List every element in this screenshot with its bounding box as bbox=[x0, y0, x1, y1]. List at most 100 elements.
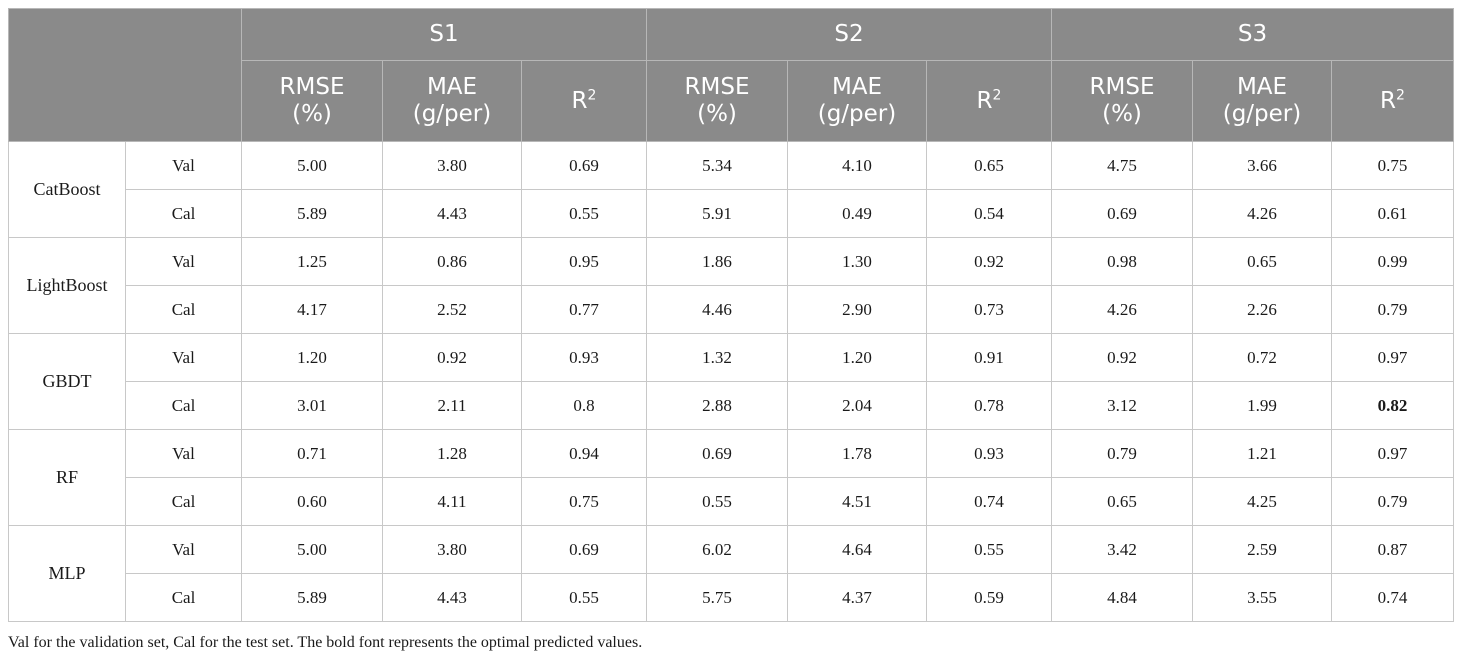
set-label-cell: Cal bbox=[125, 477, 242, 526]
table-row: Cal 3.01 2.11 0.8 2.88 2.04 0.78 3.12 1.99 0.82 bbox=[9, 381, 1454, 430]
value-cell: 1.20 bbox=[787, 333, 927, 382]
value-cell: 3.42 bbox=[1051, 525, 1193, 574]
value-cell: 1.25 bbox=[241, 237, 383, 286]
value-cell: 0.97 bbox=[1331, 429, 1454, 478]
value-cell: 4.64 bbox=[787, 525, 927, 574]
value-cell: 0.69 bbox=[521, 525, 647, 574]
value-cell: 0.92 bbox=[382, 333, 522, 382]
metric-header-row: RMSE (%) MAE (g/per) R2 RMSE (%) MAE (g/per)… bbox=[9, 60, 1454, 142]
value-cell: 0.49 bbox=[787, 189, 927, 238]
metric-header-r2: R2 bbox=[521, 60, 647, 142]
model-name-cell: CatBoost bbox=[8, 141, 126, 238]
value-cell: 1.20 bbox=[241, 333, 383, 382]
set-label-cell: Val bbox=[125, 237, 242, 286]
value-cell: 3.80 bbox=[382, 141, 522, 190]
metric-header-r2: R2 bbox=[926, 60, 1052, 142]
value-cell: 5.75 bbox=[646, 573, 788, 622]
table-row: Cal 5.89 4.43 0.55 5.75 4.37 0.59 4.84 3.55 0.74 bbox=[9, 573, 1454, 622]
value-cell: 1.99 bbox=[1192, 381, 1332, 430]
value-cell: 1.32 bbox=[646, 333, 788, 382]
value-cell: 2.04 bbox=[787, 381, 927, 430]
value-cell: 4.75 bbox=[1051, 141, 1193, 190]
value-cell: 3.55 bbox=[1192, 573, 1332, 622]
value-cell: 0.65 bbox=[1051, 477, 1193, 526]
value-cell: 3.12 bbox=[1051, 381, 1193, 430]
value-cell: 5.34 bbox=[646, 141, 788, 190]
value-cell: 5.00 bbox=[241, 141, 383, 190]
value-cell: 0.55 bbox=[521, 189, 647, 238]
value-cell: 0.95 bbox=[521, 237, 647, 286]
value-cell: 1.30 bbox=[787, 237, 927, 286]
set-label-cell: Val bbox=[125, 141, 242, 190]
value-cell: 0.98 bbox=[1051, 237, 1193, 286]
value-cell: 0.79 bbox=[1331, 477, 1454, 526]
value-cell: 2.26 bbox=[1192, 285, 1332, 334]
value-cell: 3.01 bbox=[241, 381, 383, 430]
value-cell: 4.51 bbox=[787, 477, 927, 526]
value-cell: 2.88 bbox=[646, 381, 788, 430]
value-cell: 0.97 bbox=[1331, 333, 1454, 382]
value-cell: 3.66 bbox=[1192, 141, 1332, 190]
group-header-s3: S3 bbox=[1051, 8, 1454, 61]
value-cell: 0.78 bbox=[926, 381, 1052, 430]
table-row: CatBoost Val 5.00 3.80 0.69 5.34 4.10 0.65 4.75 3… bbox=[8, 141, 1454, 238]
value-cell: 0.86 bbox=[382, 237, 522, 286]
value-cell: 0.55 bbox=[521, 573, 647, 622]
value-cell: 4.17 bbox=[241, 285, 383, 334]
value-cell: 0.73 bbox=[926, 285, 1052, 334]
value-cell: 5.89 bbox=[241, 189, 383, 238]
value-cell: 0.8 bbox=[521, 381, 647, 430]
value-cell: 0.59 bbox=[926, 573, 1052, 622]
value-cell: 2.52 bbox=[382, 285, 522, 334]
value-cell: 5.91 bbox=[646, 189, 788, 238]
set-label-cell: Cal bbox=[125, 285, 242, 334]
value-cell: 0.55 bbox=[926, 525, 1052, 574]
value-cell: 3.80 bbox=[382, 525, 522, 574]
value-cell: 0.54 bbox=[926, 189, 1052, 238]
model-name-cell: MLP bbox=[8, 525, 126, 622]
value-cell: 6.02 bbox=[646, 525, 788, 574]
set-label-cell: Cal bbox=[125, 189, 242, 238]
value-cell: 0.65 bbox=[926, 141, 1052, 190]
value-cell: 4.43 bbox=[382, 189, 522, 238]
value-cell: 0.60 bbox=[241, 477, 383, 526]
set-label-cell: Cal bbox=[125, 573, 242, 622]
value-cell: 4.43 bbox=[382, 573, 522, 622]
value-cell: 0.69 bbox=[1051, 189, 1193, 238]
table-header: S1 S2 S3 RMSE (%) MAE (g/per) R2 RMSE (%) M… bbox=[8, 8, 1454, 142]
group-header-s1: S1 bbox=[241, 8, 647, 61]
metric-header-rmse: RMSE (%) bbox=[646, 60, 788, 142]
value-cell: 0.75 bbox=[521, 477, 647, 526]
table-row: GBDT Val 1.20 0.92 0.93 1.32 1.20 0.91 0.92 0.72 0… bbox=[8, 333, 1454, 430]
value-cell: 0.82 bbox=[1331, 381, 1454, 430]
set-label-cell: Cal bbox=[125, 381, 242, 430]
value-cell: 4.84 bbox=[1051, 573, 1193, 622]
value-cell: 2.11 bbox=[382, 381, 522, 430]
value-cell: 0.93 bbox=[926, 429, 1052, 478]
model-name-cell: RF bbox=[8, 429, 126, 526]
value-cell: 1.28 bbox=[382, 429, 522, 478]
value-cell: 0.65 bbox=[1192, 237, 1332, 286]
value-cell: 2.90 bbox=[787, 285, 927, 334]
value-cell: 5.00 bbox=[241, 525, 383, 574]
metric-header-rmse: RMSE (%) bbox=[241, 60, 383, 142]
value-cell: 0.74 bbox=[1331, 573, 1454, 622]
value-cell: 0.79 bbox=[1051, 429, 1193, 478]
value-cell: 0.61 bbox=[1331, 189, 1454, 238]
value-cell: 4.10 bbox=[787, 141, 927, 190]
set-label-cell: Val bbox=[125, 429, 242, 478]
value-cell: 1.86 bbox=[646, 237, 788, 286]
value-cell: 0.79 bbox=[1331, 285, 1454, 334]
value-cell: 1.21 bbox=[1192, 429, 1332, 478]
table-row: Cal 0.60 4.11 0.75 0.55 4.51 0.74 0.65 4.25 0.79 bbox=[9, 477, 1454, 526]
value-cell: 0.87 bbox=[1331, 525, 1454, 574]
metric-header-mae: MAE (g/per) bbox=[787, 60, 927, 142]
header-corner bbox=[8, 8, 242, 142]
value-cell: 0.92 bbox=[926, 237, 1052, 286]
value-cell: 0.69 bbox=[521, 141, 647, 190]
table-row: Cal 5.89 4.43 0.55 5.91 0.49 0.54 0.69 4.26 0.61 bbox=[9, 189, 1454, 238]
value-cell: 1.78 bbox=[787, 429, 927, 478]
value-cell: 0.92 bbox=[1051, 333, 1193, 382]
metric-header-rmse: RMSE (%) bbox=[1051, 60, 1193, 142]
set-label-cell: Val bbox=[125, 333, 242, 382]
